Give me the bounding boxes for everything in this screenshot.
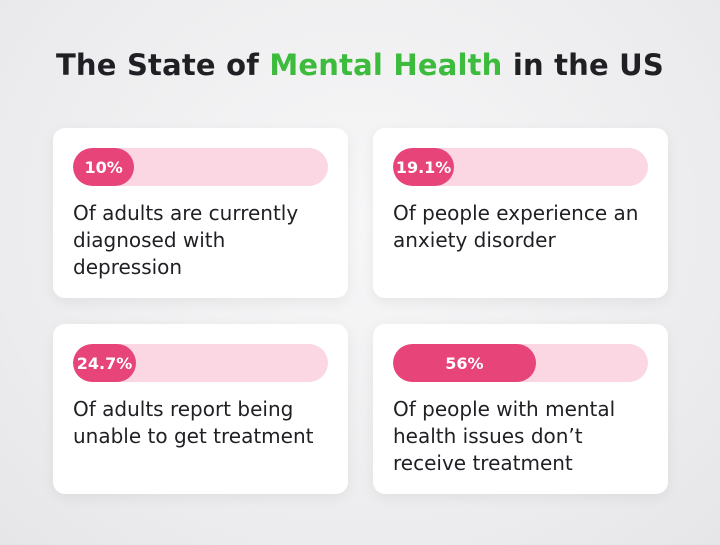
stat-card-no-treatment: 56% Of people with mental health issues … <box>373 324 668 494</box>
stat-description: Of people with mental health issues don’… <box>393 397 616 475</box>
stat-bar-track: 24.7% <box>73 344 328 382</box>
stat-card-unable-treatment: 24.7% Of adults report being unable to g… <box>53 324 348 494</box>
stat-bar-fill: 56% <box>393 344 536 382</box>
title-highlight: Mental Health <box>269 48 503 82</box>
stat-bar-track: 10% <box>73 148 328 186</box>
stat-bar-fill: 24.7% <box>73 344 136 382</box>
stat-value: 10% <box>84 157 123 177</box>
stat-bar-track: 19.1% <box>393 148 648 186</box>
stat-description: Of adults report being unable to get tre… <box>73 397 314 448</box>
stat-card-anxiety: 19.1% Of people experience an anxiety di… <box>373 128 668 298</box>
stat-bar-fill: 19.1% <box>393 148 455 186</box>
stat-bar-track: 56% <box>393 344 648 382</box>
stat-value: 24.7% <box>76 353 133 373</box>
stat-description: Of adults are currently diagnosed with d… <box>73 201 299 279</box>
title-part-2: in the US <box>502 48 665 82</box>
stat-card-depression: 10% Of adults are currently diagnosed wi… <box>53 128 348 298</box>
title-part-1: The State of <box>55 48 270 82</box>
stat-value: 56% <box>445 353 484 373</box>
stat-bar-fill: 10% <box>73 148 135 186</box>
stat-value: 19.1% <box>395 157 452 177</box>
page-title: The State of Mental Health in the US <box>0 48 720 82</box>
stat-description: Of people experience an anxiety disorder <box>393 201 639 252</box>
